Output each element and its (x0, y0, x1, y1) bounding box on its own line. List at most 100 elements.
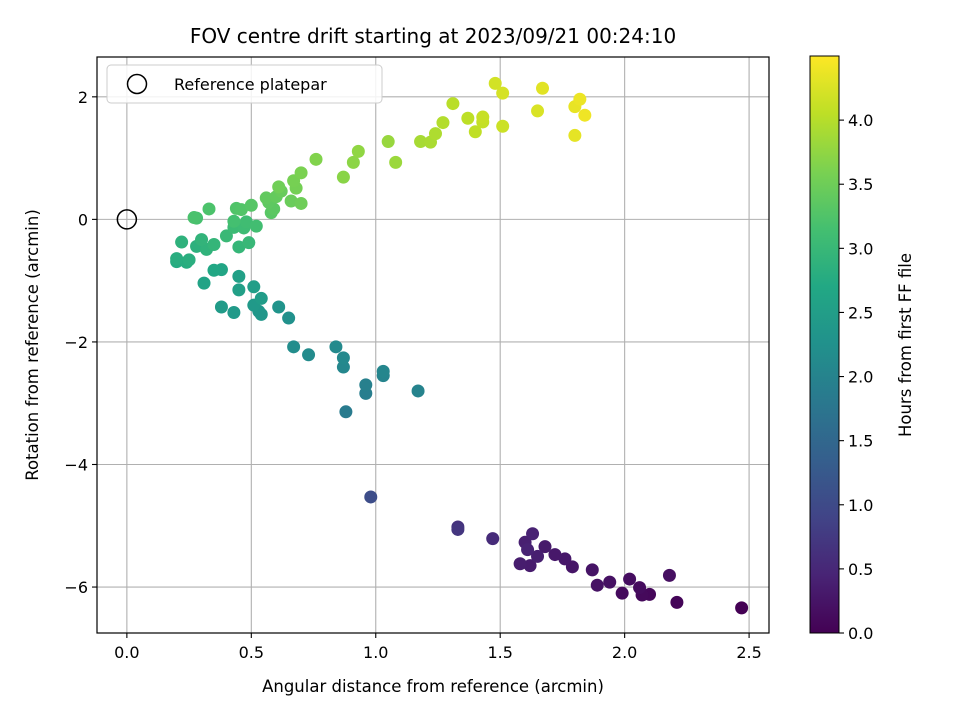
data-point (573, 92, 587, 106)
data-point (339, 405, 353, 419)
data-point (486, 532, 500, 546)
x-axis-ticks: 0.0 0.5 1.0 1.5 2.0 2.5 (114, 633, 762, 662)
data-point (214, 300, 228, 314)
colorbar: 0.0 0.5 1.0 1.5 2.0 2.5 3.0 3.5 4.0 Hours from f… (809, 55, 915, 643)
data-point (531, 104, 545, 118)
y-tick-label: −2 (64, 333, 88, 352)
data-point (531, 549, 545, 563)
data-point (603, 575, 617, 589)
colorbar-tick-label: 4.0 (848, 111, 873, 130)
data-points (116, 76, 749, 615)
data-point (451, 522, 465, 536)
data-point (414, 135, 428, 149)
data-point (351, 144, 365, 158)
data-point (254, 307, 268, 321)
x-tick-label: 0.0 (114, 643, 139, 662)
x-axis-label: Angular distance from reference (arcmin) (262, 677, 604, 696)
data-point (496, 86, 510, 100)
data-point (249, 219, 263, 233)
data-point (496, 119, 510, 133)
data-point (411, 384, 425, 398)
data-point (282, 311, 296, 325)
colorbar-gradient (809, 55, 840, 634)
data-point (247, 280, 261, 294)
data-point (488, 76, 502, 90)
legend: Reference platepar (106, 64, 383, 104)
data-point (615, 586, 629, 600)
data-point (239, 215, 253, 229)
data-point (309, 152, 323, 166)
data-point (272, 300, 286, 314)
reference-point-marker (116, 209, 138, 230)
data-point (346, 155, 360, 169)
data-point (633, 581, 647, 595)
data-point (227, 214, 241, 228)
data-point (662, 568, 676, 582)
colorbar-tick-label: 2.5 (848, 303, 873, 322)
data-point (182, 253, 196, 267)
y-axis-ticks: −6 −4 −2 0 2 (64, 88, 97, 597)
data-point (207, 263, 221, 277)
data-point (461, 111, 475, 125)
data-point (207, 238, 221, 252)
colorbar-tick-label: 3.0 (848, 239, 873, 258)
y-tick-label: 0 (78, 210, 88, 229)
data-point (234, 203, 248, 217)
data-point (536, 81, 550, 95)
data-point (436, 116, 450, 130)
legend-box (106, 64, 383, 104)
data-point (428, 127, 442, 141)
data-point (526, 527, 540, 541)
data-point (294, 196, 308, 210)
colorbar-tick-label: 0.0 (848, 624, 873, 643)
data-point (202, 202, 216, 216)
colorbar-tick-label: 0.5 (848, 560, 873, 579)
data-point (364, 490, 378, 504)
data-point (568, 128, 582, 142)
y-tick-label: −4 (64, 455, 88, 474)
legend-marker-reference-icon (126, 73, 148, 95)
legend-label-reference: Reference platepar (174, 75, 327, 94)
data-point (590, 578, 604, 592)
data-point (548, 548, 562, 562)
data-point (329, 340, 343, 354)
data-point (259, 191, 273, 205)
data-point (476, 110, 490, 124)
data-point (232, 283, 246, 297)
data-point (336, 351, 350, 365)
colorbar-ticks: 0.0 0.5 1.0 1.5 2.0 2.5 3.0 3.5 4.0 (839, 111, 873, 643)
data-point (670, 595, 684, 609)
data-point (232, 240, 246, 254)
data-point (244, 198, 258, 212)
data-point (187, 211, 201, 225)
data-point (272, 180, 286, 194)
x-tick-label: 2.5 (736, 643, 761, 662)
data-point (513, 557, 527, 571)
x-tick-label: 1.0 (363, 643, 388, 662)
data-point (232, 269, 246, 283)
x-tick-label: 1.5 (487, 643, 512, 662)
data-point (578, 108, 592, 122)
data-point (284, 194, 298, 208)
data-point (175, 235, 189, 249)
colorbar-tick-label: 1.5 (848, 432, 873, 451)
data-point (623, 572, 637, 586)
data-point (219, 229, 233, 243)
data-point (376, 364, 390, 378)
data-point (523, 559, 537, 573)
data-point (242, 236, 256, 250)
colorbar-tick-label: 1.0 (848, 496, 873, 515)
data-point (735, 601, 749, 615)
data-point (287, 340, 301, 354)
y-tick-label: −6 (64, 578, 88, 597)
x-tick-label: 0.5 (239, 643, 264, 662)
data-point (558, 552, 572, 566)
data-point (359, 378, 373, 392)
data-point (294, 166, 308, 180)
data-point (197, 276, 211, 290)
data-point (389, 155, 403, 169)
data-point (468, 125, 482, 139)
data-point (227, 306, 241, 320)
colorbar-label: Hours from first FF file (896, 253, 915, 437)
